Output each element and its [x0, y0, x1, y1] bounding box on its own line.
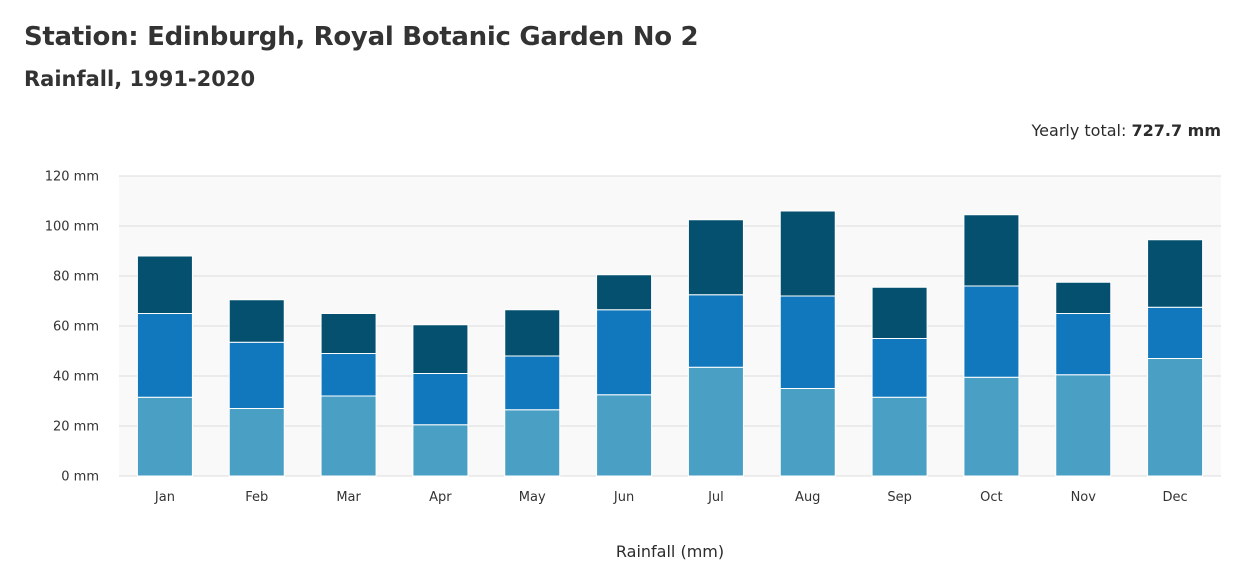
bar-segment: [1147, 239, 1204, 308]
bar-segment: [1147, 358, 1204, 477]
bar-segment: [687, 366, 744, 477]
bar-segment: [412, 324, 469, 374]
bar-segment: [871, 338, 928, 398]
bar-segment: [596, 309, 653, 396]
bar-segment: [228, 299, 285, 343]
x-tick-label: May: [519, 490, 546, 505]
bar-segment: [687, 294, 744, 368]
y-tick-label: 80 mm: [53, 270, 99, 285]
bar-segment: [320, 353, 377, 397]
x-tick-label: Feb: [245, 490, 268, 505]
bar-segment: [504, 409, 561, 477]
bar-segment: [779, 295, 836, 389]
x-axis-title: Rainfall (mm): [616, 542, 724, 561]
chart-subtitle: Rainfall, 1991-2020: [24, 67, 256, 91]
x-tick-label: Oct: [980, 490, 1002, 505]
x-tick-label: Sep: [887, 490, 912, 505]
y-tick-label: 60 mm: [53, 320, 99, 335]
bar-segment: [136, 313, 193, 398]
bars: [136, 210, 1204, 477]
bar-segment: [1055, 281, 1112, 314]
bar-segment: [963, 285, 1020, 378]
bar-segment: [228, 408, 285, 477]
bar-segment: [596, 274, 653, 311]
y-tick-label: 100 mm: [45, 220, 99, 235]
yearly-total-value: 727.7 mm: [1131, 121, 1221, 140]
x-axis: Jan Feb Mar Apr May Jun Jul Aug Sep Oct Nov Dec: [154, 490, 1188, 505]
bar-segment: [504, 309, 561, 357]
bar-segment: [687, 219, 744, 296]
bar-segment: [136, 396, 193, 477]
x-tick-label: Jul: [707, 490, 724, 505]
bar-segment: [1147, 306, 1204, 359]
bar-segment: [412, 424, 469, 477]
bar-segment: [779, 210, 836, 297]
y-tick-label: 0 mm: [61, 470, 99, 485]
gridlines: [119, 175, 1221, 477]
x-tick-label: Jun: [613, 490, 634, 505]
bar-segment: [1055, 313, 1112, 376]
bar-segment: [136, 255, 193, 314]
bar-segment: [228, 341, 285, 409]
y-tick-label: 120 mm: [45, 170, 99, 185]
x-tick-label: Mar: [336, 490, 361, 505]
bar-segment: [779, 388, 836, 477]
bar-segment: [596, 394, 653, 477]
y-tick-label: 20 mm: [53, 420, 99, 435]
x-tick-label: Nov: [1071, 490, 1097, 505]
y-axis: 0 mm 20 mm 40 mm 60 mm 80 mm 100 mm 120 mm: [45, 170, 99, 485]
bar-segment: [871, 396, 928, 477]
yearly-total-label: Yearly total:: [1031, 121, 1127, 140]
x-tick-label: Apr: [429, 490, 452, 505]
bar-segment: [504, 355, 561, 411]
bar-segment: [412, 373, 469, 426]
chart-title: Station: Edinburgh, Royal Botanic Garden…: [24, 22, 699, 52]
bar-segment: [320, 395, 377, 477]
bar-segment: [963, 214, 1020, 287]
bar-segment: [1055, 374, 1112, 477]
yearly-total: Yearly total: 727.7 mm: [1032, 121, 1221, 140]
bar-segment: [871, 286, 928, 339]
x-tick-label: Dec: [1163, 490, 1188, 505]
y-tick-label: 40 mm: [53, 370, 99, 385]
bar-segment: [320, 313, 377, 354]
bar-segment: [963, 376, 1020, 477]
x-tick-label: Aug: [795, 490, 820, 505]
x-tick-label: Jan: [154, 490, 175, 505]
